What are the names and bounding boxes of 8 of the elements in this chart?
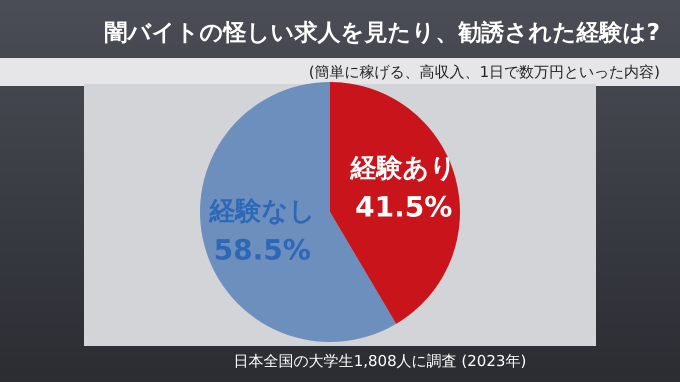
- data-label: 58.5%: [214, 233, 311, 266]
- text: 日本全国の大学生1,808人に調査 (2023年): [234, 352, 526, 370]
- pie-slice: [330, 82, 460, 324]
- slice-label: 経験なし: [208, 196, 316, 226]
- chart-title: 闇バイトの怪しい求人を見たり、勧誘された経験は?: [104, 20, 660, 46]
- chart-subtitle: (簡単に稼げる、高収入、1日で数万円といった内容): [308, 63, 660, 81]
- slice-label: 経験あり: [350, 154, 457, 184]
- data-label: 41.5%: [355, 190, 452, 224]
